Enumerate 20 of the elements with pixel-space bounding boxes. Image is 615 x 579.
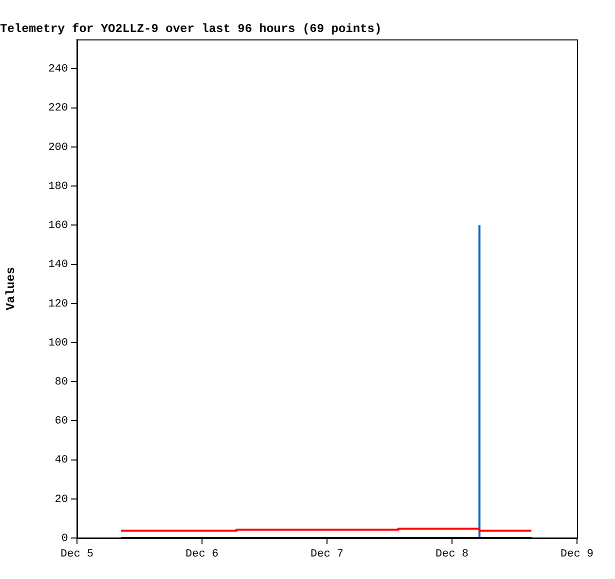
y-tick-label: 220: [48, 102, 68, 115]
y-tick-label: 100: [48, 337, 68, 350]
y-tick-label: 160: [48, 220, 68, 232]
y-tick-label: 240: [48, 64, 68, 76]
y-tick-label: 80: [54, 376, 68, 388]
y-tick-label: 180: [48, 180, 68, 193]
y-tick-label: 140: [48, 259, 68, 272]
y-tick-label: 20: [54, 494, 68, 506]
x-tick-label: Dec 9: [560, 548, 594, 561]
y-tick-label: 0: [61, 532, 68, 545]
x-tick-label: Dec 7: [310, 548, 344, 561]
y-tick-label: 60: [54, 416, 68, 428]
x-tick-label: Dec 8: [435, 548, 469, 561]
x-tick-label: Dec 5: [60, 548, 94, 561]
x-tick-label: Dec 6: [185, 548, 219, 561]
y-tick-label: 40: [54, 454, 68, 467]
chart-title: Telemetry for YO2LLZ-9 over last 96 hours (69 points): [0, 22, 382, 36]
y-tick-label: 120: [48, 298, 68, 310]
y-tick-label: 200: [48, 142, 68, 154]
y-axis-title: Values: [4, 267, 18, 310]
